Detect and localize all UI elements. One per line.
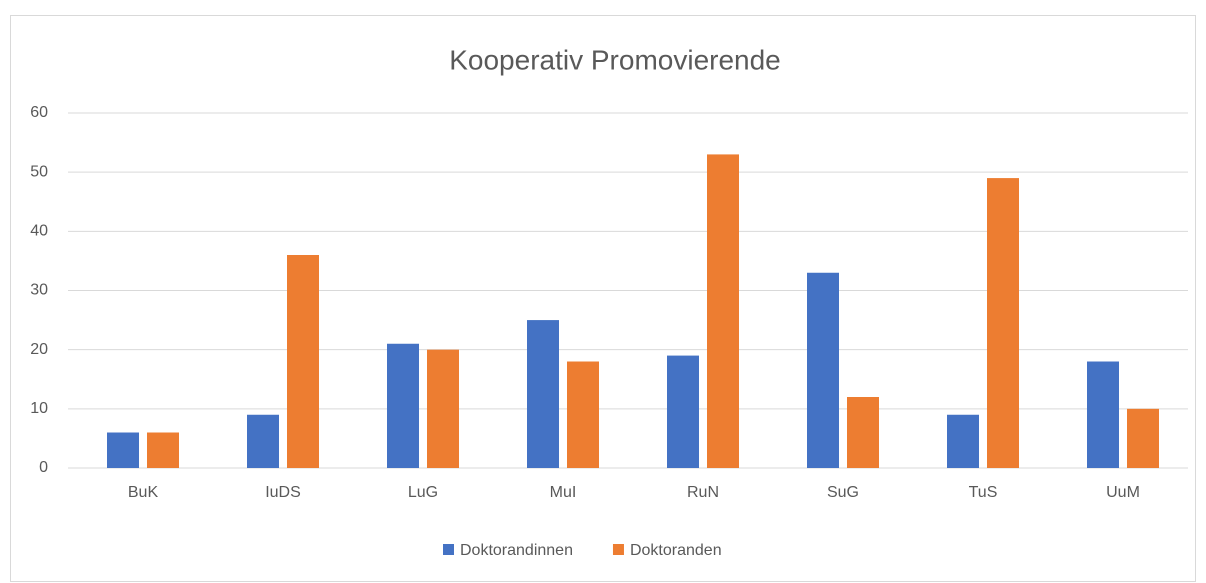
bar bbox=[987, 178, 1019, 469]
legend-label: Doktorandinnen bbox=[460, 542, 573, 559]
bar bbox=[287, 255, 319, 468]
x-tick-label: SuG bbox=[827, 484, 859, 501]
x-tick-label: LuG bbox=[408, 484, 438, 501]
legend-swatch bbox=[612, 544, 624, 555]
x-tick-label: IuDS bbox=[265, 484, 301, 501]
bar bbox=[147, 432, 179, 468]
y-tick-label: 60 bbox=[30, 104, 48, 121]
x-tick-label: UuM bbox=[1106, 484, 1140, 501]
bar bbox=[387, 343, 419, 468]
x-tick-label: BuK bbox=[128, 484, 159, 501]
bar bbox=[1127, 408, 1159, 468]
x-tick-label: RuN bbox=[687, 484, 719, 501]
x-tick-label: MuI bbox=[550, 484, 577, 501]
y-tick-label: 50 bbox=[30, 163, 48, 180]
x-tick-label: TuS bbox=[969, 484, 998, 501]
bar bbox=[847, 397, 879, 468]
bar bbox=[427, 349, 459, 468]
bar bbox=[807, 272, 839, 468]
bar bbox=[567, 361, 599, 468]
legend-label: Doktoranden bbox=[630, 542, 722, 559]
bar bbox=[527, 320, 559, 468]
legend-swatch bbox=[443, 544, 454, 555]
bar bbox=[947, 414, 979, 468]
chart-title: Kooperativ Promovierende bbox=[449, 44, 781, 75]
bar bbox=[707, 154, 739, 468]
bar bbox=[667, 355, 699, 468]
y-tick-label: 40 bbox=[30, 223, 48, 240]
y-tick-label: 30 bbox=[30, 282, 48, 299]
bar bbox=[107, 432, 139, 468]
y-tick-label: 20 bbox=[30, 341, 48, 358]
bar bbox=[247, 414, 279, 468]
y-tick-label: 0 bbox=[39, 459, 48, 476]
bar bbox=[1087, 361, 1119, 468]
y-tick-label: 10 bbox=[30, 400, 48, 417]
